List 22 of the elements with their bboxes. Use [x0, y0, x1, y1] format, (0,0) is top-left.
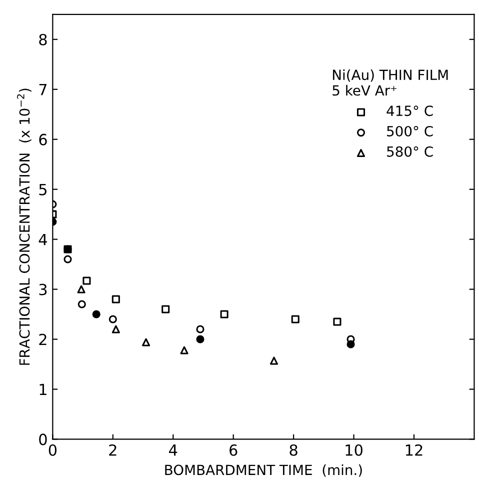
x-tick-label: 2	[109, 444, 116, 456]
y-tick-label: 0	[39, 434, 47, 446]
y-tick-label: 7	[39, 84, 47, 96]
x-tick-label: 0	[48, 444, 57, 456]
legend-label: 500° C	[387, 126, 433, 136]
y-tick-label: 6	[39, 134, 47, 146]
x-tick-label: 4	[169, 444, 178, 456]
x-tick-label: 6	[230, 444, 238, 456]
x-axis-title: BOMBARDMENT TIME (min.)	[165, 464, 362, 477]
y-tick-label: 2	[39, 334, 46, 346]
x-tick-label: 12	[406, 444, 422, 456]
x-tick-label: 8	[290, 444, 298, 456]
legend-label: 415° C	[386, 106, 433, 116]
y-tick-label: 3	[39, 284, 47, 296]
y-axis-title: FRACTIONAL CONCENTRATION (x 10$^{−2}$)	[17, 88, 32, 365]
legend-label: 580° C	[387, 146, 433, 157]
y-tick-label: 4	[38, 234, 47, 246]
y-tick-label: 5	[39, 184, 46, 196]
y-tick-label: 8	[39, 34, 47, 46]
y-tick-label: 1	[40, 384, 46, 396]
x-tick-label: 10	[346, 444, 362, 456]
legend-title: Ni(Au) THIN FILM 5 keV Ar⁺	[332, 69, 448, 96]
